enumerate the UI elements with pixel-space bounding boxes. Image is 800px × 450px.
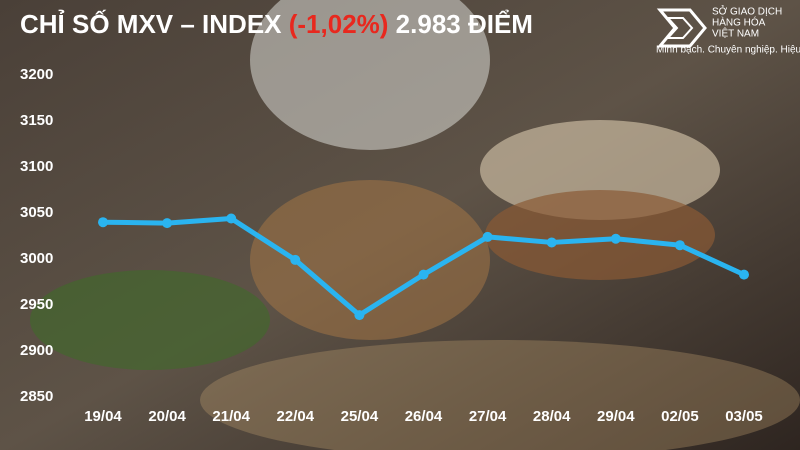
x-tick-label: 02/05 [661,408,699,425]
x-tick-label: 20/04 [148,408,186,425]
logo-name: VIỆT NAM [712,27,759,40]
y-tick-label: 2850 [20,388,53,405]
marker [482,231,493,242]
logo-tagline: Minh bạch. Chuyên nghiệp. Hiệu quả [656,45,800,56]
y-tick-label: 3100 [20,158,53,175]
marker [98,217,108,228]
title-part: CHỈ SỐ MXV – INDEX [20,9,282,39]
logo: SỞ GIAO DỊCH HÀNG HÓA VIỆT NAM Minh bạch… [656,5,800,56]
flour-bowl-decoration [480,120,720,220]
wooden-bowl-decoration [485,190,715,280]
x-tick-label: 19/04 [84,408,122,425]
y-tick-label: 3050 [20,204,53,221]
marker [546,237,557,248]
marker [418,269,429,280]
bowl-decoration [250,0,490,150]
y-tick-label: 2900 [20,342,53,359]
title-part: 2.983 ĐIỂM [396,9,533,39]
marker [226,213,237,224]
marker [354,310,365,321]
x-tick-label: 21/04 [212,408,250,425]
x-tick-label: 29/04 [597,408,635,425]
leaf-decoration [30,270,270,370]
y-tick-label: 3150 [20,112,53,129]
x-tick-label: 22/04 [277,408,315,425]
beans-decoration [200,340,800,450]
logo-icon [656,8,707,48]
logo-icon [665,17,694,39]
logo-name: HÀNG HÓA [712,16,766,29]
marker [162,218,173,229]
x-tick-label: 27/04 [469,408,507,425]
y-tick-label: 3000 [20,250,53,267]
marker [674,240,685,251]
y-tick-label: 2950 [20,296,53,313]
marker [739,269,749,280]
marker [290,254,301,265]
x-tick-label: 26/04 [405,408,443,425]
logo-name: SỞ GIAO DỊCH [712,5,782,18]
x-tick-label: 25/04 [341,408,379,425]
title-change: (-1,02%) [289,9,389,39]
chart-title: CHỈ SỐ MXV – INDEX (-1,02%) 2.983 ĐIỂM [20,9,533,39]
marker [610,233,621,244]
spoon-decoration [250,180,490,340]
y-tick-label: 3200 [20,66,53,83]
x-tick-label: 28/04 [533,408,571,425]
x-tick-label: 03/05 [725,408,763,425]
